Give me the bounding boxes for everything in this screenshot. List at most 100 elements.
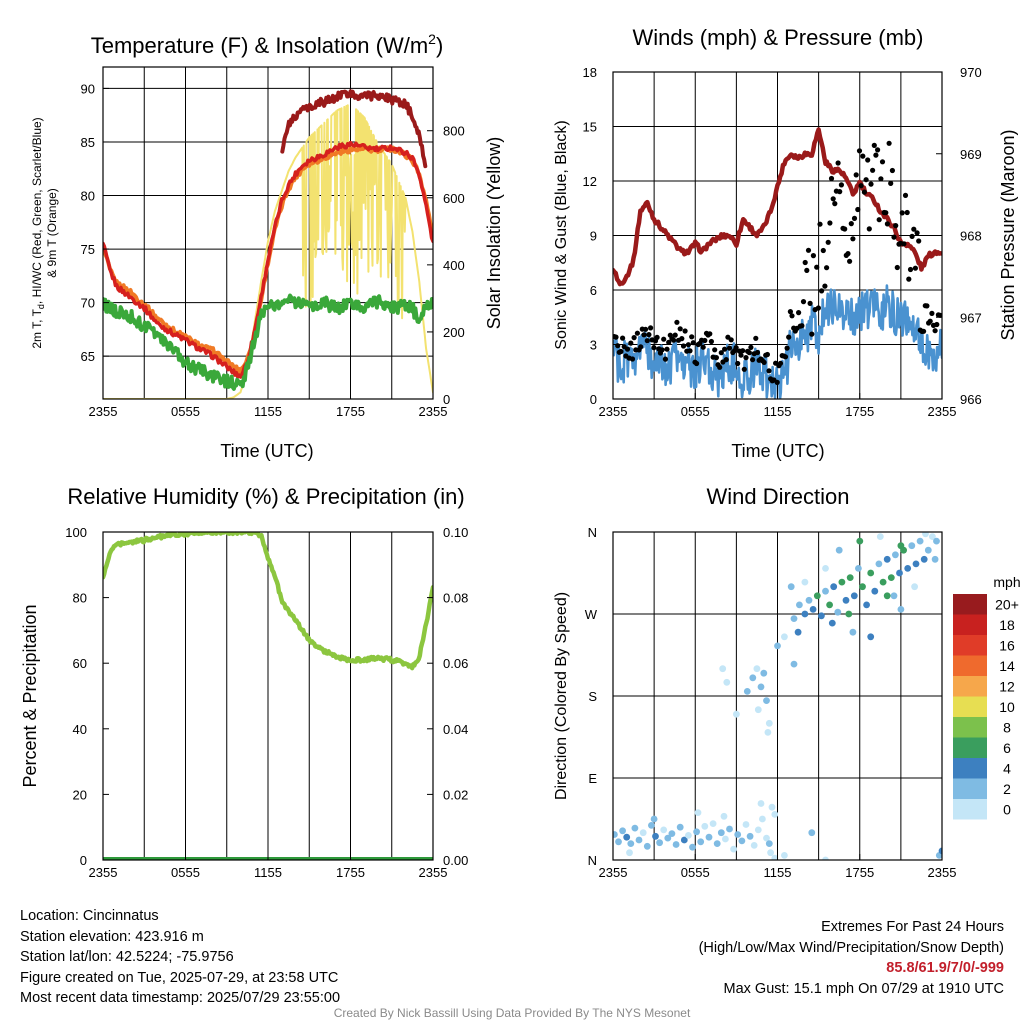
y-tick-label: W: [585, 607, 598, 622]
gust-point: [807, 300, 813, 306]
colorbar-label: 2: [1003, 781, 1011, 797]
y-tick-label: 9: [590, 229, 597, 244]
x-tick-label: 1155: [764, 404, 792, 419]
x-tick-label: 1155: [254, 865, 282, 880]
gust-point: [850, 236, 856, 242]
x-tick-label: 1755: [336, 865, 365, 880]
gust-point: [789, 313, 795, 319]
gust-point: [873, 152, 879, 158]
direction-point: [656, 839, 663, 847]
gust-point: [911, 226, 917, 232]
direction-point: [757, 683, 765, 691]
colorbar-label: 20+: [995, 596, 1019, 612]
colorbar-label: 0: [1003, 801, 1011, 817]
series-2m-temp-line: [103, 140, 433, 379]
gust-point: [914, 230, 920, 236]
direction-point: [626, 849, 633, 857]
gust-point: [858, 183, 864, 189]
direction-point: [896, 569, 903, 577]
direction-point: [842, 596, 850, 604]
direction-point: [892, 551, 899, 559]
y-tick-label: 0: [80, 853, 87, 868]
y2-tick-label: 0.10: [443, 525, 468, 540]
gust-point: [707, 331, 713, 337]
x-tick-label: 2355: [928, 404, 957, 419]
gust-point: [661, 336, 667, 342]
gust-point: [682, 328, 688, 334]
direction-point: [720, 812, 728, 820]
direction-point: [871, 587, 879, 595]
gust-point: [679, 336, 685, 342]
y-tick-label: 70: [81, 296, 95, 311]
direction-point: [912, 560, 920, 568]
direction-point: [660, 826, 668, 834]
y2-tick-label: 969: [960, 147, 982, 162]
direction-point: [742, 821, 750, 828]
gust-point: [774, 379, 780, 385]
plot-area: [613, 127, 942, 399]
colorbar-swatch: [953, 655, 987, 676]
info-location: Location: Cincinnatus: [20, 908, 159, 924]
gust-point: [855, 206, 861, 213]
gust-point: [680, 343, 687, 349]
direction-point: [883, 555, 891, 563]
gust-point: [671, 337, 677, 343]
speed-colorbar: mph 20+ 18 16 14 12 10 8 6 4 2 0: [953, 574, 1021, 820]
direction-point: [722, 835, 729, 843]
gust-point: [902, 192, 909, 198]
gust-point: [847, 258, 853, 264]
extremes-panel: Extremes For Past 24 Hours (High/Low/Max…: [699, 917, 1004, 999]
colorbar-swatch: [953, 758, 987, 779]
direction-point: [615, 838, 622, 846]
gust-point: [761, 359, 767, 365]
direction-point: [790, 660, 798, 668]
gust-point: [753, 335, 759, 341]
gust-point: [891, 234, 897, 240]
x-tick-label: 1155: [764, 865, 792, 880]
x-axis-label: Time (UTC): [731, 441, 824, 461]
y2-tick-label: 967: [960, 310, 982, 325]
gust-point: [666, 339, 672, 345]
gust-point: [613, 334, 619, 340]
direction-point: [822, 856, 829, 860]
direction-point: [796, 601, 803, 609]
y-tick-label: 12: [583, 174, 597, 189]
direction-point: [763, 697, 770, 704]
direction-point: [652, 832, 659, 840]
direction-point: [897, 542, 905, 550]
direction-point: [897, 606, 905, 613]
gust-point: [631, 335, 637, 341]
gust-point: [746, 350, 752, 356]
gust-point: [827, 220, 833, 226]
gust-point: [738, 352, 744, 358]
series-heat-index-line: [280, 89, 428, 169]
y2-tick-label: 600: [443, 191, 465, 206]
direction-point: [759, 815, 766, 823]
x-tick-label: 2355: [89, 865, 118, 880]
gust-point: [644, 338, 650, 344]
gust-point: [723, 357, 729, 363]
y-tick-label: N: [588, 853, 597, 868]
chart-title: Relative Humidity (%) & Precipitation (i…: [67, 484, 464, 509]
colorbar-swatch: [953, 614, 987, 635]
direction-point: [672, 841, 680, 848]
colorbar-label: 6: [1003, 740, 1011, 756]
series-pressure-line: [613, 127, 942, 287]
colorbar-swatch: [953, 799, 987, 820]
direction-point: [765, 840, 773, 847]
extremes-title: Extremes For Past 24 Hours: [821, 919, 1004, 935]
chart-title: Winds (mph) & Pressure (mb): [633, 25, 924, 50]
direction-point: [693, 828, 700, 836]
gust-point: [853, 172, 859, 178]
y2-tick-label: 0: [443, 392, 450, 407]
direction-point: [911, 583, 918, 591]
gust-point: [866, 226, 872, 232]
gust-point: [907, 266, 914, 273]
colorbar-swatch: [953, 696, 987, 717]
y2-axis-label: Station Pressure (Maroon): [998, 129, 1018, 340]
direction-point: [664, 834, 672, 842]
gust-point: [648, 325, 654, 331]
direction-point: [933, 537, 940, 545]
gust-point: [664, 346, 670, 352]
gust-point: [796, 310, 802, 316]
